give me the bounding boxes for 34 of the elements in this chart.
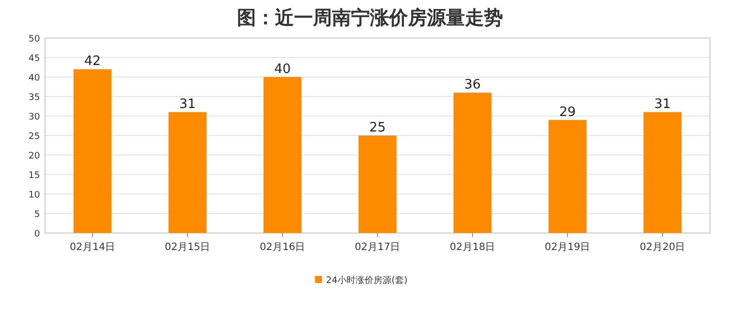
chart-title: 图：近一周南宁涨价房源量走势 bbox=[237, 7, 503, 29]
data-label: 42 bbox=[84, 54, 101, 70]
data-label: 29 bbox=[559, 104, 576, 120]
bar bbox=[358, 136, 396, 233]
legend-label: 24小时涨价房源(套) bbox=[326, 275, 408, 286]
y-tick-label: 15 bbox=[28, 171, 40, 181]
y-tick-label: 40 bbox=[28, 74, 40, 84]
bar bbox=[168, 112, 206, 233]
bar bbox=[548, 120, 586, 233]
y-tick-label: 45 bbox=[28, 54, 40, 64]
bar bbox=[454, 92, 492, 233]
y-tick-label: 30 bbox=[28, 112, 40, 122]
data-label: 31 bbox=[654, 97, 671, 112]
bar bbox=[644, 112, 682, 233]
y-tick-label: 25 bbox=[28, 132, 40, 142]
data-label: 31 bbox=[179, 97, 196, 112]
x-tick-label: 02月19日 bbox=[544, 242, 590, 253]
x-tick-label: 02月16日 bbox=[260, 242, 306, 253]
x-tick-label: 02月20日 bbox=[640, 242, 686, 253]
y-tick-label: 50 bbox=[28, 34, 40, 44]
y-tick-label: 5 bbox=[34, 210, 40, 220]
x-tick-label: 02月18日 bbox=[450, 242, 496, 253]
x-tick-label: 02月14日 bbox=[70, 242, 116, 253]
y-tick-label: 10 bbox=[28, 190, 40, 200]
bar bbox=[264, 77, 302, 233]
bar bbox=[74, 69, 112, 233]
data-label: 36 bbox=[464, 78, 481, 93]
data-label: 25 bbox=[369, 120, 386, 136]
x-tick-label: 02月15日 bbox=[164, 242, 210, 253]
y-tick-label: 0 bbox=[34, 230, 40, 240]
data-label: 40 bbox=[274, 62, 291, 77]
y-tick-label: 35 bbox=[28, 93, 40, 103]
x-tick-label: 02月17日 bbox=[354, 242, 400, 253]
y-tick-label: 20 bbox=[28, 152, 40, 162]
